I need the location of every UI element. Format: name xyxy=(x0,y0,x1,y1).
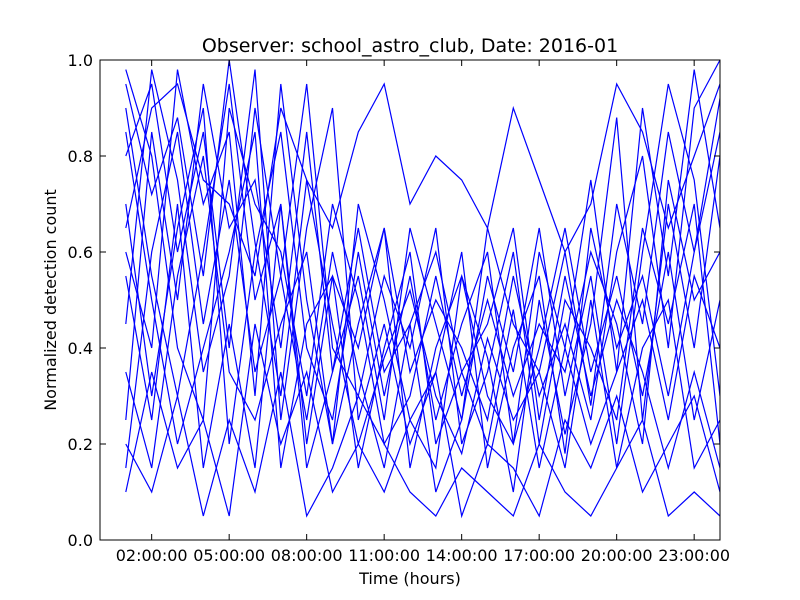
x-tick-label-8: 23:00:00 xyxy=(658,546,730,565)
y-tick-label-5: 0.8 xyxy=(68,147,93,166)
series-line-1 xyxy=(125,60,720,456)
series-line-14 xyxy=(125,82,720,277)
series-line-12 xyxy=(125,203,720,493)
x-tick-label-4: 11:00:00 xyxy=(348,546,420,565)
x-tick-label-7: 20:00:00 xyxy=(581,546,653,565)
y-axis-title: Normalized detection count xyxy=(41,189,60,411)
series-line-8 xyxy=(125,83,720,469)
y-tick-label-1: 0.0 xyxy=(68,531,93,550)
y-tick-label-4: 0.6 xyxy=(68,243,93,262)
series-line-11 xyxy=(125,131,720,471)
plot-area-frame xyxy=(99,59,721,541)
x-tick-label-5: 14:00:00 xyxy=(426,546,498,565)
y-tick-label-6: 1.0 xyxy=(68,51,93,70)
y-tick-label-3: 0.4 xyxy=(68,339,93,358)
series-line-9 xyxy=(125,69,720,446)
y-tick-label-2: 0.2 xyxy=(68,435,93,454)
series-line-13 xyxy=(125,323,720,519)
x-axis-title: Time (hours) xyxy=(358,569,461,588)
series-line-3 xyxy=(125,69,720,493)
chart-title: Observer: school_astro_club, Date: 2016-… xyxy=(202,35,618,57)
series-layer xyxy=(125,60,720,519)
tick-layer: 02:00:00 05:00:00 08:00:00 11:00:00 14:00:00… xyxy=(68,51,731,565)
series-line-15 xyxy=(125,371,720,518)
x-tick-label-2: 05:00:00 xyxy=(193,546,265,565)
x-tick-label-1: 02:00:00 xyxy=(116,546,188,565)
x-tick-label-3: 08:00:00 xyxy=(271,546,343,565)
x-tick-label-6: 17:00:00 xyxy=(503,546,575,565)
